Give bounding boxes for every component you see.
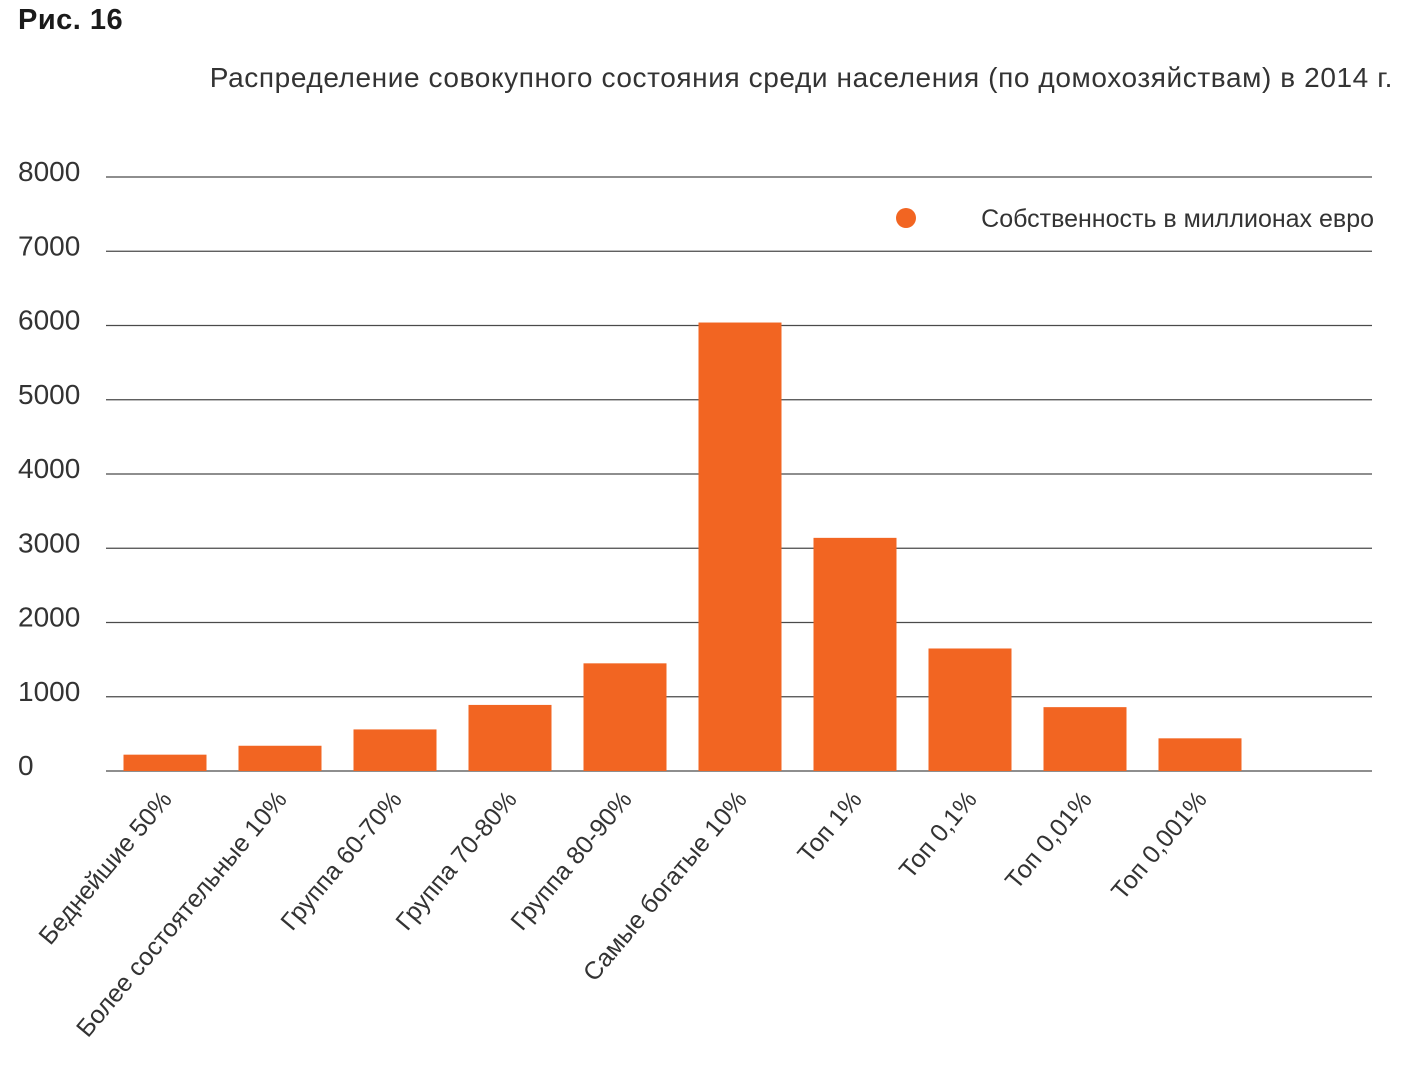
chart-title: Распределение совокупного состояния сред… bbox=[209, 62, 1393, 93]
bar bbox=[928, 648, 1012, 771]
bar bbox=[698, 322, 782, 771]
legend: Собственность в миллионах евро bbox=[896, 205, 1374, 233]
y-tick-label: 0 bbox=[18, 750, 34, 781]
x-axis-category-labels: Беднейшие 50%Более состоятельные 10%Груп… bbox=[33, 786, 1212, 1043]
y-tick-label: 7000 bbox=[18, 230, 80, 261]
x-category-label: Более состоятельные 10% bbox=[71, 786, 293, 1043]
bar bbox=[468, 704, 552, 771]
x-category-label: Топ 0,1% bbox=[894, 786, 983, 884]
legend-marker-icon bbox=[896, 208, 916, 228]
x-category-label: Топ 1% bbox=[792, 786, 867, 868]
bars bbox=[123, 322, 1242, 771]
bar bbox=[353, 729, 437, 771]
x-category-label: Топ 0,01% bbox=[1000, 786, 1098, 895]
y-tick-label: 3000 bbox=[18, 527, 80, 558]
y-tick-label: 1000 bbox=[18, 676, 80, 707]
x-category-label: Топ 0,001% bbox=[1106, 786, 1213, 905]
bar bbox=[238, 745, 322, 771]
legend-label: Собственность в миллионах евро bbox=[981, 205, 1374, 233]
y-axis-tick-labels: 0 1000 2000 3000 4000 5000 6000 7000 8000 bbox=[18, 156, 80, 781]
x-category-label: Группа 80-90% bbox=[505, 786, 637, 936]
bar bbox=[583, 663, 667, 771]
y-tick-label: 6000 bbox=[18, 305, 80, 336]
y-tick-label: 8000 bbox=[18, 156, 80, 187]
bar bbox=[813, 537, 897, 771]
y-tick-label: 2000 bbox=[18, 602, 80, 633]
y-tick-label: 5000 bbox=[18, 379, 80, 410]
x-category-label: Группа 60-70% bbox=[275, 786, 407, 936]
x-category-label: Группа 70-80% bbox=[390, 786, 522, 936]
bar bbox=[1158, 738, 1242, 771]
bar bbox=[1043, 707, 1127, 771]
bar bbox=[123, 754, 207, 771]
figure-label: Рис. 16 bbox=[18, 4, 124, 36]
y-tick-label: 4000 bbox=[18, 453, 80, 484]
